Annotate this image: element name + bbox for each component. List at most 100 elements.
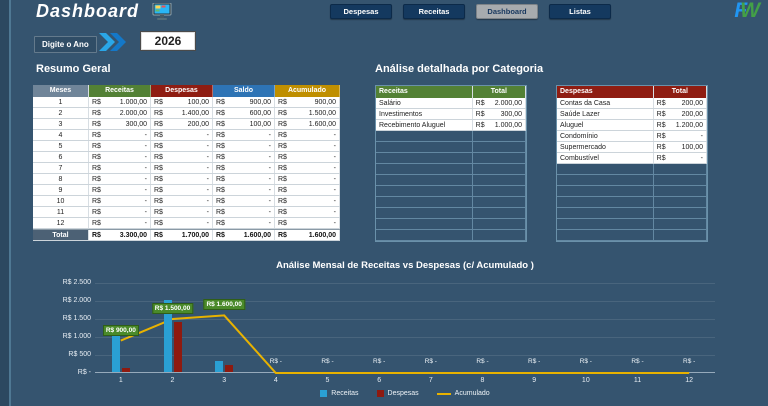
summary-row: 7 R$ - R$ - R$ - R$ -	[33, 163, 340, 174]
chart-title: Análise Mensal de Receitas vs Despesas (…	[276, 260, 534, 271]
summary-header-receitas: Receitas	[89, 85, 151, 97]
nav-button-dashboard[interactable]: Dashboard	[476, 4, 538, 19]
receitas-header-total: Total	[472, 86, 526, 98]
summary-header-saldo: Saldo	[213, 85, 275, 97]
money-cell: R$ -	[89, 207, 151, 217]
receitas-empty-row	[376, 186, 526, 197]
summary-header-despesas: Despesas	[151, 85, 213, 97]
money-cell: R$ -	[213, 185, 275, 195]
summary-row: 5 R$ - R$ - R$ - R$ -	[33, 141, 340, 152]
x-tick-label: 5	[325, 377, 330, 384]
empty-cell	[557, 230, 654, 240]
money-cell: R$ 200,00	[654, 109, 707, 119]
money-cell: R$ 2.000,00	[89, 108, 151, 118]
money-cell: R$ 200,00	[151, 119, 213, 129]
acumulado-data-label: R$ -	[579, 358, 592, 365]
x-tick-label: 4	[273, 377, 278, 384]
month-cell: 8	[33, 174, 89, 184]
money-cell: R$ -	[151, 141, 213, 151]
summary-row: 4 R$ - R$ - R$ - R$ -	[33, 130, 340, 141]
money-cell: R$ 2.000,00	[473, 98, 526, 108]
money-cell: R$ -	[151, 207, 213, 217]
gridline	[95, 319, 715, 320]
summary-row: 1 R$ 1.000,00 R$ 100,00 R$ 900,00 R$ 900,00	[33, 97, 340, 108]
acumulado-data-label: R$ 1.600,00	[203, 299, 245, 311]
chart-plot-area: R$ 900,00 R$ 1.500,00 R$ 1.600,00 R$ - R$ - R…	[95, 283, 715, 374]
left-accent-bar	[9, 0, 11, 406]
x-tick-label: 12	[685, 377, 694, 384]
y-tick-label: R$ 1.500	[62, 315, 91, 322]
y-tick-label: R$ 500	[68, 351, 91, 358]
nav-button-despesas[interactable]: Despesas	[330, 4, 392, 19]
year-label: Digite o Ano	[34, 36, 97, 53]
year-input[interactable]	[140, 31, 196, 51]
receitas-empty-row	[376, 197, 526, 208]
receitas-empty-row	[376, 153, 526, 164]
empty-cell	[557, 164, 654, 174]
receitas-empty-row	[376, 142, 526, 153]
money-cell: R$ -	[275, 196, 340, 206]
empty-cell	[473, 164, 526, 174]
empty-cell	[376, 131, 473, 141]
summary-header-meses: Meses	[33, 85, 89, 97]
empty-cell	[376, 186, 473, 196]
money-cell: R$ -	[654, 131, 707, 141]
despesas-bar	[121, 368, 130, 372]
money-cell: R$ -	[89, 152, 151, 162]
despesas-row: Aluguel R$ 1.200,00	[557, 120, 707, 131]
money-cell: R$ -	[275, 130, 340, 140]
chart-legend: Receitas Despesas Acumulado	[95, 390, 715, 397]
money-cell: R$ -	[151, 218, 213, 228]
money-cell: R$ -	[213, 196, 275, 206]
money-cell: R$ 600,00	[213, 108, 275, 118]
category-name-cell: Aluguel	[557, 120, 654, 130]
empty-cell	[473, 175, 526, 185]
month-cell: 4	[33, 130, 89, 140]
summary-row: 12 R$ - R$ - R$ - R$ -	[33, 218, 340, 229]
chart-y-axis-labels: R$ 2.500 R$ 2.000 R$ 1.500 R$ 1.000 R$ 500 R$…	[48, 279, 91, 376]
receitas-header-name: Receitas	[376, 86, 473, 98]
x-tick-label: 2	[170, 377, 175, 384]
gridline	[95, 337, 715, 338]
money-cell: R$ 1.600,00	[275, 230, 340, 240]
despesas-empty-row	[557, 208, 707, 219]
receitas-bar	[215, 361, 224, 372]
acumulado-data-label: R$ -	[683, 358, 696, 365]
legend-swatch	[436, 392, 451, 395]
money-cell: R$ -	[275, 174, 340, 184]
x-tick-label: 9	[532, 377, 537, 384]
money-cell: R$ -	[151, 196, 213, 206]
category-name-cell: Saúde Lazer	[557, 109, 654, 119]
receitas-table-header: Receitas Total	[376, 86, 526, 98]
money-cell: R$ -	[213, 218, 275, 228]
money-cell: R$ -	[213, 141, 275, 151]
acumulado-data-label: R$ -	[631, 358, 644, 365]
summary-row: 8 R$ - R$ - R$ - R$ -	[33, 174, 340, 185]
y-tick-label: R$ -	[77, 369, 91, 376]
month-cell: 10	[33, 196, 89, 206]
gridline	[95, 283, 715, 284]
month-cell: 7	[33, 163, 89, 173]
x-tick-label: 3	[222, 377, 227, 384]
money-cell: R$ -	[654, 153, 707, 163]
left-edge-band	[0, 0, 9, 406]
money-cell: R$ -	[213, 163, 275, 173]
nav-button-receitas[interactable]: Receitas	[403, 4, 465, 19]
nav-button-listas[interactable]: Listas	[549, 4, 611, 19]
month-cell: 5	[33, 141, 89, 151]
receitas-category-table: Receitas Total Salário R$ 2.000,00 Investime…	[375, 85, 527, 242]
empty-cell	[473, 142, 526, 152]
despesas-empty-row	[557, 219, 707, 230]
page-title: Dashboard	[36, 1, 140, 21]
summary-table-body: 1 R$ 1.000,00 R$ 100,00 R$ 900,00 R$ 900,00 2 R$ 2.…	[33, 97, 340, 241]
empty-cell	[376, 175, 473, 185]
summary-table: Meses Receitas Despesas Saldo Acumulado 1 R$ 1…	[33, 85, 340, 241]
despesas-empty-row	[557, 197, 707, 208]
y-tick-label: R$ 1.000	[62, 333, 91, 340]
empty-cell	[557, 219, 654, 229]
month-cell: 3	[33, 119, 89, 129]
empty-cell	[557, 208, 654, 218]
legend-label: Despesas	[387, 390, 419, 397]
summary-row: 3 R$ 300,00 R$ 200,00 R$ 100,00 R$ 1.600,00	[33, 119, 340, 130]
summary-row: 9 R$ - R$ - R$ - R$ -	[33, 185, 340, 196]
